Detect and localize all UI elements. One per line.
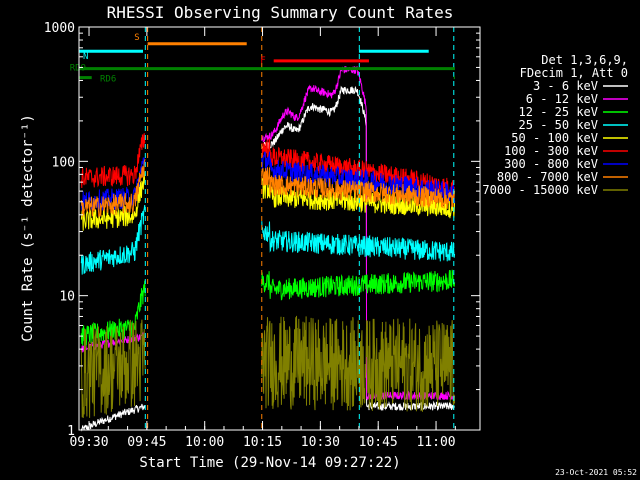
y-tick-label-2: 100 — [52, 155, 75, 170]
series-line-orbit2-3 — [261, 221, 456, 262]
y-axis-label: Count Rate (s⁻¹ detector⁻¹) — [20, 114, 36, 342]
series-line-orbit2-2 — [261, 269, 456, 301]
x-axis-label: Start Time (29-Nov-14 09:27:22) — [139, 455, 400, 471]
x-tick-label-4: 10:30 — [301, 435, 340, 450]
series-line-orbit1-8 — [80, 319, 146, 419]
legend-header-0: Det 1,3,6,9, — [541, 53, 628, 67]
legend-entry-label-6: 300 - 800 keV — [504, 157, 598, 171]
series-line-orbit2-7 — [261, 167, 456, 209]
series-line-orbit2-4 — [261, 177, 456, 219]
legend-entry-label-1: 6 - 12 keV — [526, 92, 598, 106]
x-tick-label-6: 11:00 — [416, 435, 455, 450]
flags-layer: S N F RD9 RD6 — [70, 27, 455, 430]
flag-label-F: F — [260, 56, 265, 66]
legend-entry-label-3: 25 - 50 keV — [519, 118, 598, 132]
legend-entry-label-5: 100 - 300 keV — [504, 144, 598, 158]
x-tick-label-0: 09:30 — [69, 435, 108, 450]
flag-label-RD6: RD6 — [100, 75, 116, 85]
series-layer — [80, 65, 456, 432]
legend-entry-label-4: 50 - 100 keV — [511, 131, 598, 145]
x-tick-label-2: 10:00 — [185, 435, 224, 450]
y-tick-label-3: 1000 — [44, 21, 75, 36]
chart-title: RHESSI Observing Summary Count Rates — [107, 3, 454, 22]
flag-label-RD9: RD9 — [70, 64, 86, 74]
flag-label-N: N — [83, 52, 88, 62]
x-tick-label-5: 10:45 — [359, 435, 398, 450]
series-line-orbit2-8 — [261, 315, 456, 412]
legend-entry-label-0: 3 - 6 keV — [533, 79, 598, 93]
legend-header-1: FDecim 1, Att 0 — [520, 66, 628, 80]
legend-entry-label-8: 7000 - 15000 keV — [482, 183, 598, 197]
y-tick-label-0: 1 — [67, 424, 75, 439]
axes-layer: 09:30 09:45 10:00 10:15 10:30 10:45 11:00 1 10 10… — [44, 21, 480, 450]
x-tick-label-1: 09:45 — [127, 435, 166, 450]
legend-entry-label-7: 800 - 7000 keV — [497, 170, 598, 184]
series-line-orbit1-5 — [80, 133, 146, 189]
timestamp-label: 23-Oct-2021 05:52 — [555, 468, 637, 477]
y-tick-label-1: 10 — [59, 290, 75, 305]
x-tick-label-3: 10:15 — [243, 435, 282, 450]
flag-label-S: S — [134, 33, 139, 43]
series-line-orbit1-3 — [80, 205, 146, 275]
legend-entry-label-2: 12 - 25 keV — [519, 105, 598, 119]
plot-frame — [78, 26, 481, 431]
series-line-orbit1-7 — [80, 159, 146, 219]
series-line-orbit1-0 — [80, 403, 146, 432]
